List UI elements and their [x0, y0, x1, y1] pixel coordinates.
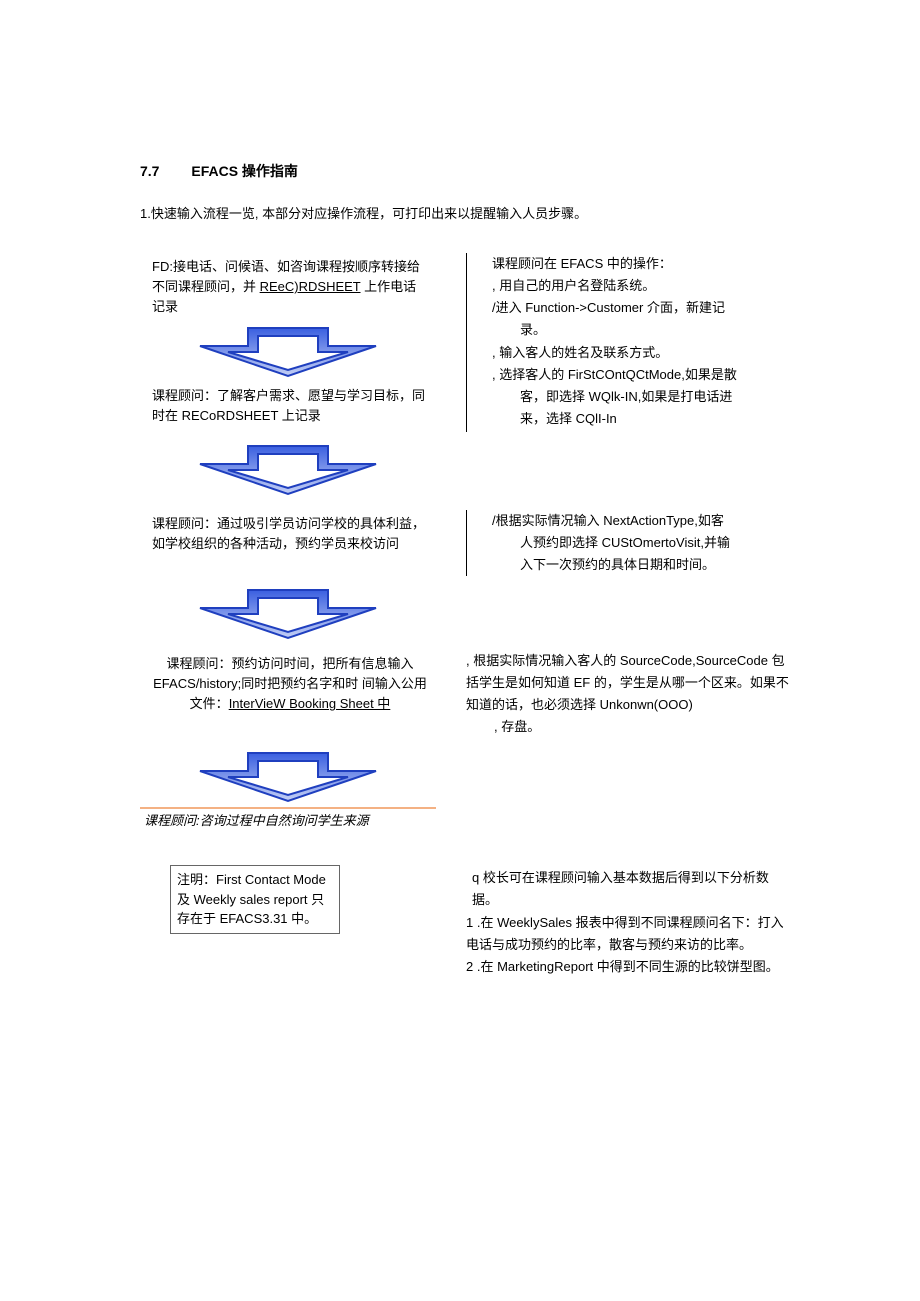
flow-arrow-2: [140, 444, 436, 496]
right-block-2: /根据实际情况输入 NextActionType,如客 人预约即选择 CUStO…: [466, 510, 790, 576]
note-text: 注明：First Contact Mode 及 Weekly sales rep…: [177, 872, 326, 926]
r3-line2: , 存盘。: [466, 716, 790, 738]
down-arrow-icon: [178, 588, 398, 640]
analysis-item-1: 1 .在 WeeklySales 报表中得到不同课程顾问名下：打入电话与成功预约…: [466, 912, 790, 956]
row-arrow-2: [140, 442, 790, 500]
right-block-3: , 根据实际情况输入客人的 SourceCode,SourceCode 包括学生…: [466, 650, 790, 738]
flow-arrow-3: [140, 588, 436, 640]
flow-step-5-text: 课程顾问:咨询过程中自然询问学生来源: [144, 813, 369, 828]
heading-title: EFACS 操作指南: [191, 163, 298, 179]
row-1: FD:接电话、问候语、如咨询课程按顺序转接给不同课程顾问，并 REeC)RDSH…: [140, 253, 790, 432]
r1-line3: , 输入客人的姓名及联系方式。: [492, 342, 790, 364]
flow-step-3: 课程顾问：通过吸引学员访问学校的具体利益，如学校组织的各种活动，预约学员来校访问: [140, 510, 436, 560]
flow-step-3-text: 课程顾问：通过吸引学员访问学校的具体利益，如学校组织的各种活动，预约学员来校访问: [152, 516, 425, 551]
r2-line1a: /根据实际情况输入 NextActionType,如客: [492, 510, 790, 532]
right-block-1: 课程顾问在 EFACS 中的操作： , 用自己的用户名登陆系统。 /进入 Fun…: [466, 253, 790, 432]
row-3: 课程顾问：通过吸引学员访问学校的具体利益，如学校组织的各种活动，预约学员来校访问…: [140, 510, 790, 576]
note-box: 注明：First Contact Mode 及 Weekly sales rep…: [170, 865, 340, 934]
r1-line4b: 客，即选择 WQlk-IN,如果是打电话进: [492, 386, 790, 408]
r1-line4a: , 选择客人的 FirStCOntQCtMode,如果是散: [492, 364, 790, 386]
heading-number: 7.7: [140, 160, 159, 182]
r2-line1b: 人预约即选择 CUStOmertoVisit,并输: [492, 532, 790, 554]
row-arrow-3: [140, 586, 790, 644]
flow-step-2-text: 课程顾问：了解客户需求、愿望与学习目标，同时在 RECoRDSHEET 上记录: [152, 388, 425, 423]
flow-step-5: 课程顾问:咨询过程中自然询问学生来源: [140, 807, 436, 832]
r2-line1c: 入下一次预约的具体日期和时间。: [492, 554, 790, 576]
flow-step-2: 课程顾问：了解客户需求、愿望与学习目标，同时在 RECoRDSHEET 上记录: [140, 382, 436, 432]
flow-arrow-4: [140, 751, 436, 803]
analysis-block: q 校长可在课程顾问输入基本数据后得到以下分析数据。 1 .在 WeeklySa…: [466, 867, 790, 977]
row-4: 课程顾问：预约访问时间，把所有信息输入 EFACS/history;同时把预约名…: [140, 650, 790, 738]
r1-line1: , 用自己的用户名登陆系统。: [492, 275, 790, 297]
row-arrow-4: 课程顾问:咨询过程中自然询问学生来源: [140, 749, 790, 832]
r1-line4c: 来，选择 CQlI-In: [492, 408, 790, 430]
r1-line0: 课程顾问在 EFACS 中的操作：: [492, 253, 790, 275]
r1-line2a: /进入 Function->Customer 介面，新建记: [492, 297, 790, 319]
bottom-row: 注明：First Contact Mode 及 Weekly sales rep…: [140, 837, 790, 977]
intro-text: 1.快速输入流程一览, 本部分对应操作流程，可打印出来以提醒输入人员步骤。: [140, 204, 790, 225]
down-arrow-icon: [178, 444, 398, 496]
flow-arrow-1: [140, 326, 436, 378]
down-arrow-icon: [178, 751, 398, 803]
r1-line2b: 录。: [492, 319, 790, 341]
section-heading: 7.7 EFACS 操作指南: [140, 160, 790, 182]
analysis-item-2: 2 .在 MarketingReport 中得到不同生源的比较饼型图。: [466, 956, 790, 978]
down-arrow-icon: [178, 326, 398, 378]
flow-step-1-underline: REeC)RDSHEET: [260, 279, 361, 294]
flow-step-4-underline: InterVieW Booking Sheet 中: [229, 696, 391, 711]
flow-step-1: FD:接电话、问候语、如咨询课程按顺序转接给不同课程顾问，并 REeC)RDSH…: [140, 253, 436, 323]
left-column: FD:接电话、问候语、如咨询课程按顺序转接给不同课程顾问，并 REeC)RDSH…: [140, 253, 436, 432]
analysis-lead: q 校长可在课程顾问输入基本数据后得到以下分析数据。: [472, 867, 790, 911]
r3-line1: , 根据实际情况输入客人的 SourceCode,SourceCode 包括学生…: [466, 650, 790, 716]
flow-step-4: 课程顾问：预约访问时间，把所有信息输入 EFACS/history;同时把预约名…: [140, 650, 436, 720]
